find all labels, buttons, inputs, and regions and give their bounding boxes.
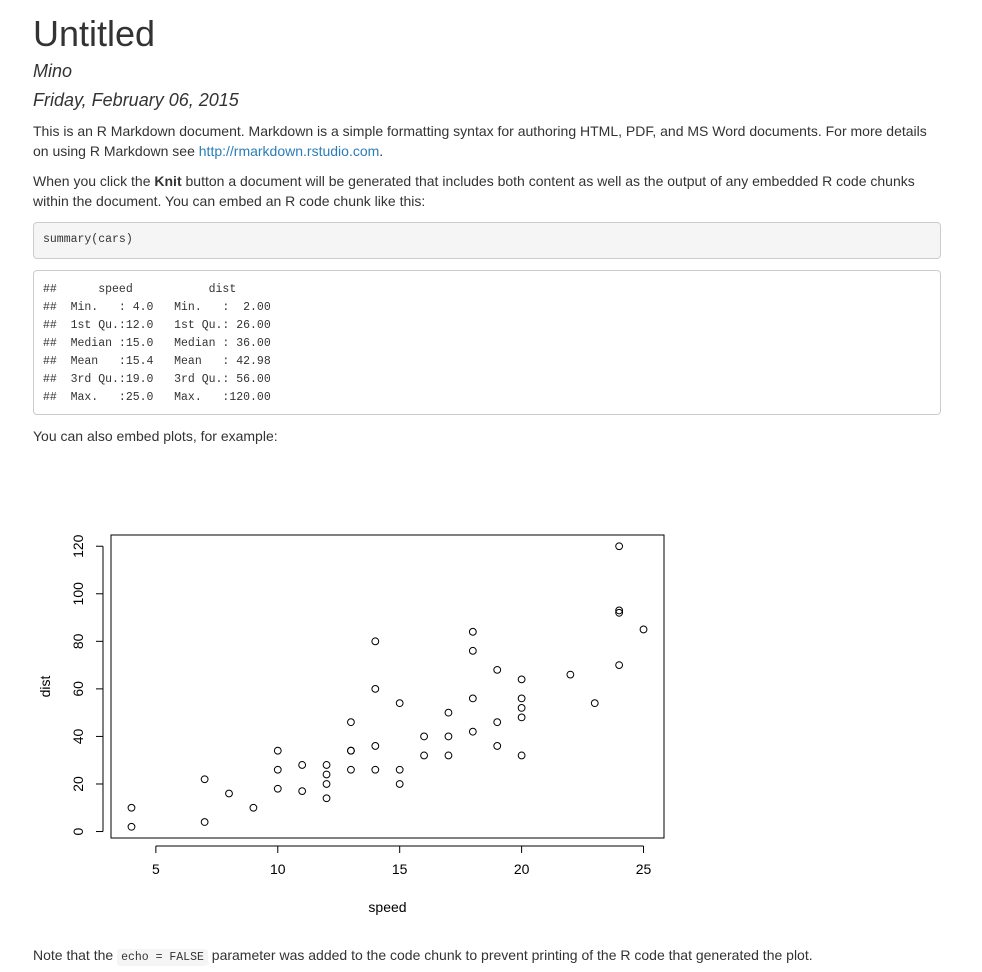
y-axis-label: dist <box>37 676 53 698</box>
x-axis-label: speed <box>368 899 406 915</box>
plot-frame <box>110 534 665 839</box>
data-point <box>566 670 575 679</box>
intro-end: . <box>379 143 384 159</box>
data-point <box>444 732 453 741</box>
y-tick-label: 120 <box>70 534 86 558</box>
data-point <box>468 627 477 636</box>
echo-text-b: parameter was added to the code chunk to… <box>207 947 813 963</box>
data-point <box>517 703 526 712</box>
code-output: ## speed dist ## Min. : 4.0 Min. : 2.00 … <box>33 270 941 415</box>
data-point <box>225 789 233 798</box>
output-line: ## Median :15.0 Median : 36.00 <box>43 337 285 350</box>
intro-paragraph: This is an R Markdown document. Markdown… <box>33 121 943 161</box>
data-point <box>395 765 404 774</box>
data-point <box>249 803 258 812</box>
data-point <box>493 718 502 727</box>
y-tick-label: 80 <box>70 633 86 649</box>
data-point <box>420 732 428 741</box>
author: Mino <box>33 61 73 81</box>
echo-inline-code: echo = FALSE <box>117 949 208 966</box>
x-axis: 5 10 15 20 25 <box>152 845 652 877</box>
data-point <box>468 646 477 655</box>
knit-text-b: button a document will be generated that… <box>33 173 915 209</box>
knit-bold: Knit <box>154 173 182 189</box>
data-point <box>493 742 502 750</box>
data-point <box>200 818 209 826</box>
data-point <box>615 608 624 617</box>
page-title: Untitled <box>33 13 156 54</box>
data-point <box>517 694 526 703</box>
output-line: ## Mean :15.4 Mean : 42.98 <box>43 355 285 368</box>
data-point <box>371 637 380 646</box>
y-tick-label: 60 <box>70 681 86 697</box>
data-point <box>468 727 477 736</box>
data-point <box>347 765 355 774</box>
x-tick-label: 10 <box>270 861 286 877</box>
data-point <box>371 765 380 774</box>
data-point <box>517 713 526 722</box>
date: Friday, February 06, 2015 <box>33 90 239 110</box>
output-line: ## Max. :25.0 Max. :120.00 <box>43 391 285 404</box>
x-tick-label: 20 <box>514 861 530 877</box>
code-text: summary(cars) <box>43 233 133 246</box>
code-chunk: summary(cars) <box>33 222 941 259</box>
data-point <box>322 761 331 769</box>
data-point <box>273 746 282 755</box>
data-point <box>322 780 331 788</box>
data-point <box>127 803 136 812</box>
data-point <box>420 751 428 760</box>
data-point <box>493 665 502 674</box>
scatter-plot: 5 10 15 20 25 0 20 40 60 80 100 120 speed dist <box>37 534 665 915</box>
data-point <box>517 675 526 684</box>
y-tick-label: 100 <box>70 582 86 606</box>
knit-paragraph: When you click the Knit button a documen… <box>33 171 943 211</box>
data-point <box>347 746 355 755</box>
data-point <box>298 761 307 769</box>
data-point <box>590 699 599 708</box>
intro-text: This is an R Markdown document. Markdown… <box>33 123 927 159</box>
echo-paragraph: Note that the echo = FALSE parameter was… <box>33 945 943 968</box>
output-line: ## Min. : 4.0 Min. : 2.00 <box>43 301 285 314</box>
data-point <box>395 780 404 788</box>
y-tick-label: 40 <box>70 728 86 744</box>
knit-text-a: When you click the <box>33 173 155 189</box>
x-tick-label: 25 <box>636 861 652 877</box>
rmarkdown-link[interactable]: http://rmarkdown.rstudio.com <box>198 143 380 159</box>
output-line: ## 1st Qu.:12.0 1st Qu.: 26.00 <box>43 319 285 332</box>
output-line: ## 3rd Qu.:19.0 3rd Qu.: 56.00 <box>43 373 285 386</box>
data-point <box>273 784 282 793</box>
data-point <box>615 542 624 551</box>
data-points <box>127 542 648 831</box>
data-point <box>639 625 648 634</box>
plots-paragraph: You can also embed plots, for example: <box>33 428 278 444</box>
data-point <box>371 684 380 693</box>
y-tick-label: 0 <box>70 827 86 835</box>
data-point <box>298 787 307 796</box>
x-tick-label: 15 <box>392 861 408 877</box>
output-line: ## speed dist <box>43 283 285 296</box>
data-point <box>273 765 282 774</box>
echo-text-a: Note that the <box>33 947 118 963</box>
data-point <box>468 694 477 703</box>
x-tick-label: 5 <box>152 861 160 877</box>
data-point <box>615 661 624 670</box>
y-axis: 0 20 40 60 80 100 120 <box>70 534 104 835</box>
data-point <box>444 708 453 717</box>
data-point <box>615 606 624 615</box>
data-point <box>444 751 453 760</box>
data-point <box>517 751 526 760</box>
data-point <box>347 718 355 727</box>
data-point <box>200 775 209 784</box>
data-point <box>395 699 404 708</box>
data-point <box>322 794 331 803</box>
data-point <box>371 742 380 750</box>
y-tick-label: 20 <box>70 776 86 792</box>
data-point <box>127 822 136 831</box>
data-point <box>322 770 331 779</box>
